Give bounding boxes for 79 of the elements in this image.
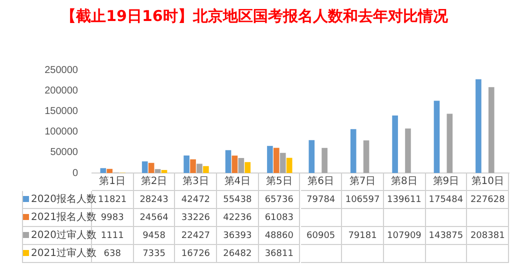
data-label: 24564 bbox=[134, 209, 176, 227]
x-tick-label: 第4日 bbox=[217, 173, 259, 191]
bar bbox=[267, 146, 273, 173]
data-label: 36811 bbox=[258, 245, 300, 263]
bar bbox=[232, 156, 238, 173]
legend-label: 2021报名人数 bbox=[30, 210, 96, 225]
y-tick-label: 100000 bbox=[44, 126, 78, 138]
x-tick-label: 第10日 bbox=[467, 173, 509, 191]
x-tick-label: 第8日 bbox=[384, 173, 426, 191]
bar bbox=[190, 159, 196, 173]
data-label: 227628 bbox=[467, 191, 509, 209]
data-label: 9983 bbox=[100, 213, 124, 223]
bar bbox=[196, 164, 202, 173]
data-label: 7335 bbox=[134, 245, 176, 263]
x-tick-label: 第6日 bbox=[300, 173, 342, 191]
data-label: 48860 bbox=[258, 227, 300, 245]
data-label: 143875 bbox=[426, 227, 468, 245]
data-label: 208381 bbox=[467, 227, 509, 245]
legend-label: 2021过审人数 bbox=[30, 246, 96, 261]
x-tick-label: 第5日 bbox=[258, 173, 300, 191]
bar bbox=[148, 162, 154, 173]
bar bbox=[244, 162, 251, 173]
bar bbox=[106, 168, 113, 173]
bar bbox=[434, 100, 440, 173]
bar bbox=[308, 140, 315, 173]
x-tick-label: 第2日 bbox=[134, 173, 176, 191]
bar bbox=[446, 114, 453, 173]
data-label: 175484 bbox=[426, 191, 468, 209]
bar bbox=[238, 158, 244, 173]
bar bbox=[363, 140, 370, 173]
data-label: 107909 bbox=[384, 227, 426, 245]
bar bbox=[488, 87, 494, 173]
data-label: 28243 bbox=[134, 191, 176, 209]
data-label: 26482 bbox=[217, 245, 259, 263]
bar bbox=[274, 148, 280, 173]
data-label: 79784 bbox=[300, 191, 342, 209]
bar bbox=[161, 170, 168, 173]
x-tick-label: 第7日 bbox=[342, 173, 384, 191]
bar bbox=[286, 158, 292, 173]
bar bbox=[225, 150, 232, 173]
bar bbox=[280, 152, 286, 173]
data-label: 60905 bbox=[300, 227, 342, 245]
data-label: 33226 bbox=[175, 209, 218, 227]
x-tick-label: 第9日 bbox=[426, 173, 468, 191]
y-tick-label: 150000 bbox=[44, 106, 78, 117]
bar bbox=[184, 156, 190, 173]
data-label: 65736 bbox=[258, 191, 300, 209]
data-label: 42236 bbox=[217, 209, 259, 227]
bar bbox=[100, 168, 106, 173]
chart-title: 【截止19日16时】北京地区国考报名人数和去年对比情况 bbox=[61, 6, 449, 25]
y-tick-label: 250000 bbox=[44, 64, 78, 76]
bar bbox=[476, 79, 482, 173]
data-label: 22427 bbox=[175, 227, 218, 245]
data-label: 106597 bbox=[342, 191, 384, 209]
bar bbox=[392, 115, 398, 173]
data-label: 61083 bbox=[258, 209, 300, 227]
data-label: 79181 bbox=[342, 227, 384, 245]
bar bbox=[350, 129, 356, 173]
legend-label: 2020过审人数 bbox=[30, 228, 96, 243]
bar bbox=[154, 169, 161, 173]
x-tick-label: 第1日 bbox=[92, 173, 134, 191]
bar bbox=[405, 128, 411, 173]
legend-label: 2020报名人数 bbox=[30, 192, 96, 207]
data-label: 638 bbox=[104, 249, 121, 259]
data-label: 11821 bbox=[98, 195, 127, 205]
data-label: 55438 bbox=[217, 191, 259, 209]
y-tick-label: 50000 bbox=[50, 147, 78, 158]
bar bbox=[322, 148, 328, 173]
bar bbox=[142, 161, 148, 173]
data-label: 36393 bbox=[217, 227, 259, 245]
y-tick-label: 0 bbox=[72, 168, 78, 179]
y-tick-label: 200000 bbox=[44, 85, 78, 96]
data-label: 9458 bbox=[134, 227, 176, 245]
data-label: 1111 bbox=[100, 231, 124, 241]
data-label: 139611 bbox=[384, 191, 426, 209]
x-tick-label: 第3日 bbox=[175, 173, 218, 191]
bar bbox=[203, 166, 209, 173]
data-label: 42472 bbox=[175, 191, 218, 209]
data-label: 16726 bbox=[175, 245, 218, 263]
